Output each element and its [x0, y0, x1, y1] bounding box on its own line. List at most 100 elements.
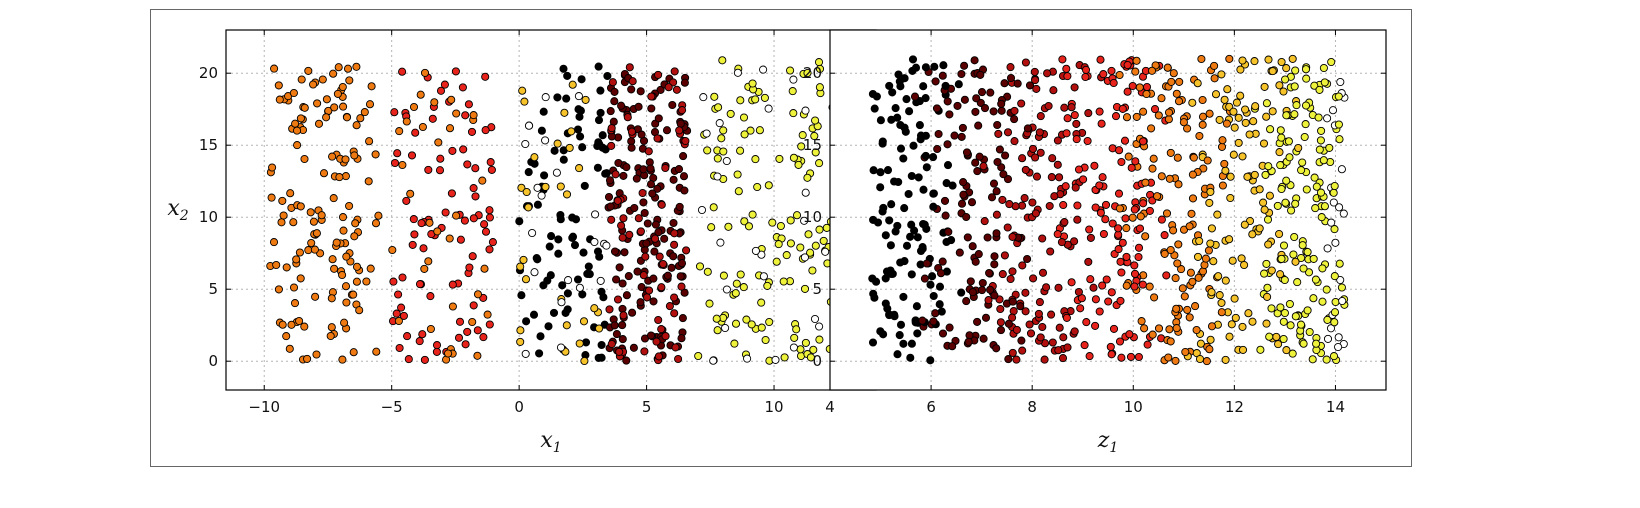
data-point	[651, 220, 660, 229]
data-point	[282, 263, 291, 272]
data-point	[643, 219, 652, 228]
data-point	[753, 182, 762, 192]
data-point	[760, 93, 769, 102]
data-point	[676, 272, 685, 281]
data-point	[1038, 234, 1047, 243]
data-point	[1276, 126, 1285, 135]
data-point	[1221, 355, 1230, 364]
data-point	[304, 66, 313, 75]
data-point	[1220, 159, 1229, 168]
data-point	[1325, 143, 1334, 152]
data-point	[459, 145, 468, 154]
data-point	[929, 189, 938, 198]
data-point	[1172, 324, 1181, 333]
data-point	[751, 95, 760, 104]
data-point	[670, 67, 679, 76]
data-point	[1331, 297, 1340, 307]
data-point	[468, 252, 477, 261]
data-point	[800, 253, 809, 262]
data-point	[1160, 249, 1169, 258]
data-point	[716, 238, 725, 247]
data-point	[557, 298, 566, 307]
data-point	[960, 95, 969, 104]
data-point	[524, 168, 533, 177]
data-point	[1310, 173, 1319, 182]
data-point	[485, 245, 494, 254]
data-point	[426, 324, 435, 334]
data-point	[796, 345, 805, 354]
data-point	[327, 294, 336, 303]
data-point	[407, 151, 417, 160]
data-point	[441, 208, 450, 217]
data-point	[1005, 200, 1014, 209]
data-point	[1330, 181, 1339, 191]
data-point	[811, 241, 820, 250]
data-point	[541, 93, 550, 102]
data-point	[1031, 153, 1040, 162]
data-point	[819, 236, 828, 245]
data-point	[584, 262, 593, 271]
data-point	[1008, 313, 1017, 322]
data-point	[1063, 343, 1072, 352]
data-point	[931, 77, 940, 86]
data-point	[409, 215, 418, 224]
data-point	[293, 141, 302, 150]
data-point	[1231, 313, 1240, 322]
data-point	[619, 311, 628, 320]
data-point	[1264, 162, 1273, 171]
data-point	[645, 286, 654, 295]
data-point	[1127, 163, 1136, 172]
data-point	[575, 164, 584, 173]
data-point	[1312, 182, 1321, 191]
data-point	[1291, 199, 1300, 208]
data-point	[921, 63, 930, 72]
data-point	[285, 344, 294, 353]
data-point	[1130, 269, 1140, 278]
data-point	[876, 168, 885, 177]
data-point	[765, 317, 774, 327]
data-point	[744, 222, 754, 231]
data-point	[1053, 136, 1062, 145]
data-point	[709, 356, 718, 365]
data-point	[617, 221, 626, 230]
data-point	[1317, 126, 1326, 135]
data-point	[789, 343, 798, 352]
data-point	[594, 116, 604, 125]
data-point	[289, 218, 298, 227]
data-point	[1198, 112, 1208, 121]
data-point	[1323, 114, 1332, 123]
data-point	[452, 211, 461, 220]
data-point	[451, 67, 460, 76]
data-point	[1222, 119, 1231, 128]
data-point	[896, 82, 905, 91]
data-point	[1282, 111, 1291, 120]
data-point	[968, 288, 977, 297]
data-point	[763, 281, 772, 290]
data-point	[1073, 201, 1082, 210]
data-point	[694, 351, 703, 361]
data-point	[447, 189, 456, 198]
data-point	[463, 160, 472, 169]
data-point	[579, 248, 588, 257]
data-point	[1031, 209, 1040, 218]
data-point	[1138, 280, 1147, 289]
data-point	[473, 326, 482, 335]
data-point	[430, 98, 439, 107]
data-point	[1279, 317, 1288, 326]
data-point	[809, 345, 818, 354]
data-point	[590, 237, 599, 247]
data-point	[473, 351, 482, 360]
data-point	[515, 217, 524, 226]
data-point	[1301, 101, 1311, 110]
data-point	[649, 297, 658, 306]
data-point	[1003, 128, 1013, 137]
data-point	[878, 139, 887, 148]
caption-fragment	[0, 478, 1640, 508]
data-point	[419, 244, 428, 253]
data-point	[1165, 174, 1174, 183]
data-point	[1142, 89, 1151, 99]
data-point	[890, 177, 899, 186]
data-point	[907, 171, 916, 181]
data-point	[906, 232, 915, 241]
data-point	[533, 200, 542, 209]
